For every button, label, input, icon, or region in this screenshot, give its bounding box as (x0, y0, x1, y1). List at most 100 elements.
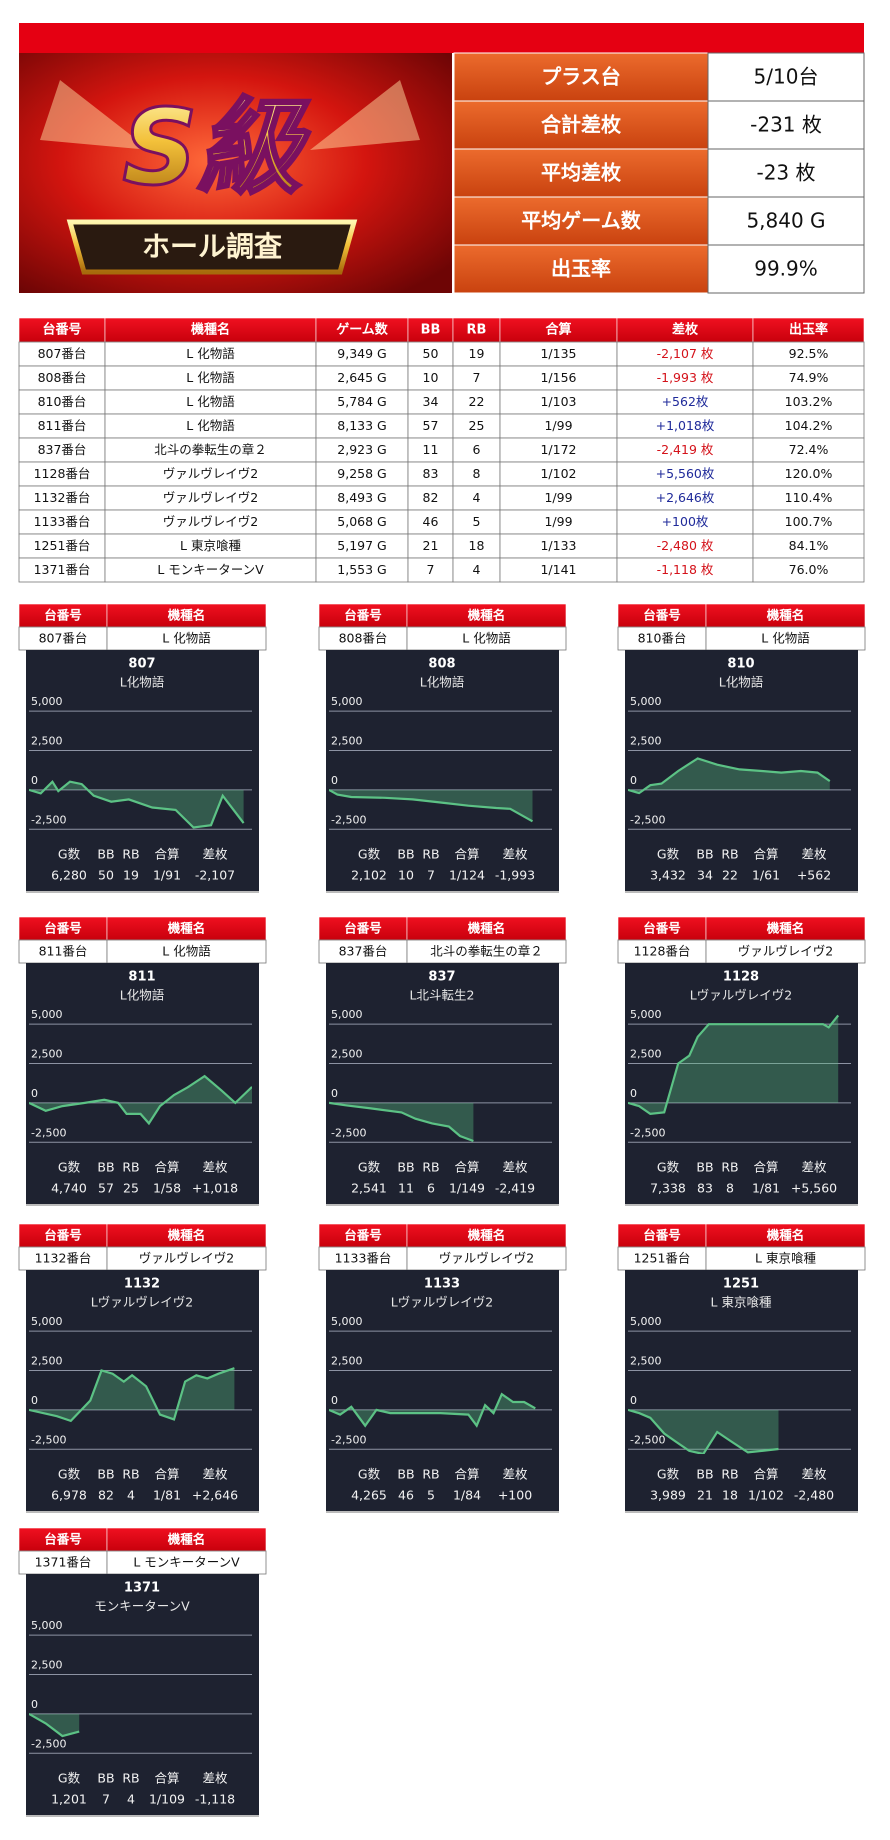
stat-label: BB (97, 1771, 114, 1786)
table-cell (616, 341, 754, 367)
area (29, 1368, 235, 1421)
table-cell (616, 557, 754, 583)
stat-label: 差枚 (202, 847, 228, 862)
stat-value: +100 (498, 1488, 532, 1503)
card-header: 機種名 (168, 1532, 206, 1547)
stat-value: 18 (722, 1488, 738, 1503)
stat-value: 3,432 (650, 868, 686, 883)
card-panel (26, 1270, 259, 1511)
card-header: 機種名 (168, 1228, 206, 1243)
summary-label-cell (453, 52, 709, 102)
table-text: -2,107 枚 (657, 346, 714, 361)
table-header-cell (104, 317, 317, 343)
card-number: 1133番台 (335, 1251, 392, 1266)
stat-value: 7 (102, 1792, 110, 1807)
table-cell (452, 389, 501, 415)
y-tick-label: 2,500 (331, 735, 363, 748)
table-cell (752, 365, 865, 391)
stat-label: 差枚 (801, 847, 827, 862)
table-text: 1/102 (540, 466, 576, 481)
table-text: 22 (469, 394, 485, 409)
plot (329, 1392, 536, 1428)
card-number: 1128番台 (634, 944, 691, 959)
table-cell (407, 437, 454, 463)
card-number: 810番台 (638, 631, 687, 646)
table-text: ヴァルヴレイヴ2 (163, 514, 258, 529)
table-cell (452, 437, 501, 463)
chart-subtitle: L 東京喰種 (711, 1295, 772, 1310)
table-header: 台番号 (42, 322, 81, 338)
table-cell (315, 389, 409, 415)
table-text: 5,068 G (337, 514, 386, 529)
banner-ribbon (66, 219, 358, 275)
y-tick-label: 2,500 (630, 1355, 662, 1368)
stat-value: 4 (127, 1792, 135, 1807)
stat-label: 合算 (753, 1160, 778, 1175)
table-text: 5,784 G (337, 394, 386, 409)
table-header: 機種名 (191, 322, 230, 338)
table-text: 1132番台 (34, 490, 91, 505)
table-text: ヴァルヴレイヴ2 (163, 490, 258, 505)
table-header-cell (18, 317, 106, 343)
summary-label: 平均ゲーム数 (521, 209, 641, 233)
line (29, 779, 245, 829)
card-name: ヴァルヴレイヴ2 (439, 1251, 534, 1266)
table-cell (407, 533, 454, 559)
y-tick-label: -2,500 (630, 1126, 665, 1139)
table-text: 1/156 (540, 370, 576, 385)
summary-value: 5/10台 (754, 65, 819, 89)
card-header: 機種名 (468, 921, 506, 936)
table-header-cell (407, 317, 454, 343)
y-tick-label: 5,000 (31, 695, 63, 708)
y-tick-label: 0 (31, 1698, 38, 1711)
y-tick-label: -2,500 (630, 813, 665, 826)
table-cell (752, 557, 865, 583)
chart-subtitle: モンキーターンV (94, 1599, 190, 1614)
banner-logo: S級 (123, 86, 311, 208)
table-text: 1/135 (540, 346, 576, 361)
chart-title: 1133 (424, 1277, 460, 1292)
table-header-cell (499, 317, 618, 343)
line (29, 1367, 235, 1423)
table-cell (18, 485, 106, 511)
stat-label: G数 (58, 1160, 81, 1175)
stat-label: BB (397, 1160, 414, 1175)
card-panel (26, 1574, 259, 1815)
chart-subtitle: Lヴァルヴレイヴ2 (391, 1295, 493, 1310)
card-name: 北斗の拳転生の章２ (430, 944, 543, 959)
table-cell (407, 509, 454, 535)
y-tick-label: 5,000 (630, 695, 662, 708)
table-text: 84.1% (789, 538, 829, 553)
table-text: 9,349 G (337, 346, 386, 361)
stat-label: G数 (358, 1160, 381, 1175)
table-cell (407, 365, 454, 391)
table-cell (752, 485, 865, 511)
card-panel (26, 963, 259, 1204)
stat-label: G数 (358, 847, 381, 862)
area (329, 1102, 474, 1141)
card-header: 台番号 (344, 921, 382, 936)
y-tick-label: 5,000 (31, 1315, 63, 1328)
stat-label: 合算 (154, 1467, 179, 1482)
card-panel (326, 650, 559, 891)
stat-value: 8 (726, 1181, 734, 1196)
plot (29, 779, 245, 829)
stat-label: 合算 (454, 847, 479, 862)
table-cell (315, 365, 409, 391)
y-tick-label: -2,500 (331, 813, 366, 826)
table-text: 8,493 G (337, 490, 386, 505)
stat-value: 1/102 (748, 1488, 784, 1503)
stat-label: RB (721, 847, 738, 862)
stat-value: 1/81 (153, 1488, 181, 1503)
plot (29, 1074, 252, 1126)
table-text: 82 (423, 490, 439, 505)
summary-value-cell (707, 52, 865, 102)
table-text: 8 (473, 466, 481, 481)
y-tick-label: 5,000 (331, 1008, 363, 1021)
stat-value: +2,646 (192, 1488, 238, 1503)
stat-label: RB (422, 1467, 439, 1482)
table-text: 72.4% (789, 442, 829, 457)
card-header: 台番号 (344, 1228, 382, 1243)
summary-label: 合計差枚 (541, 113, 622, 137)
card-header: 台番号 (44, 921, 82, 936)
